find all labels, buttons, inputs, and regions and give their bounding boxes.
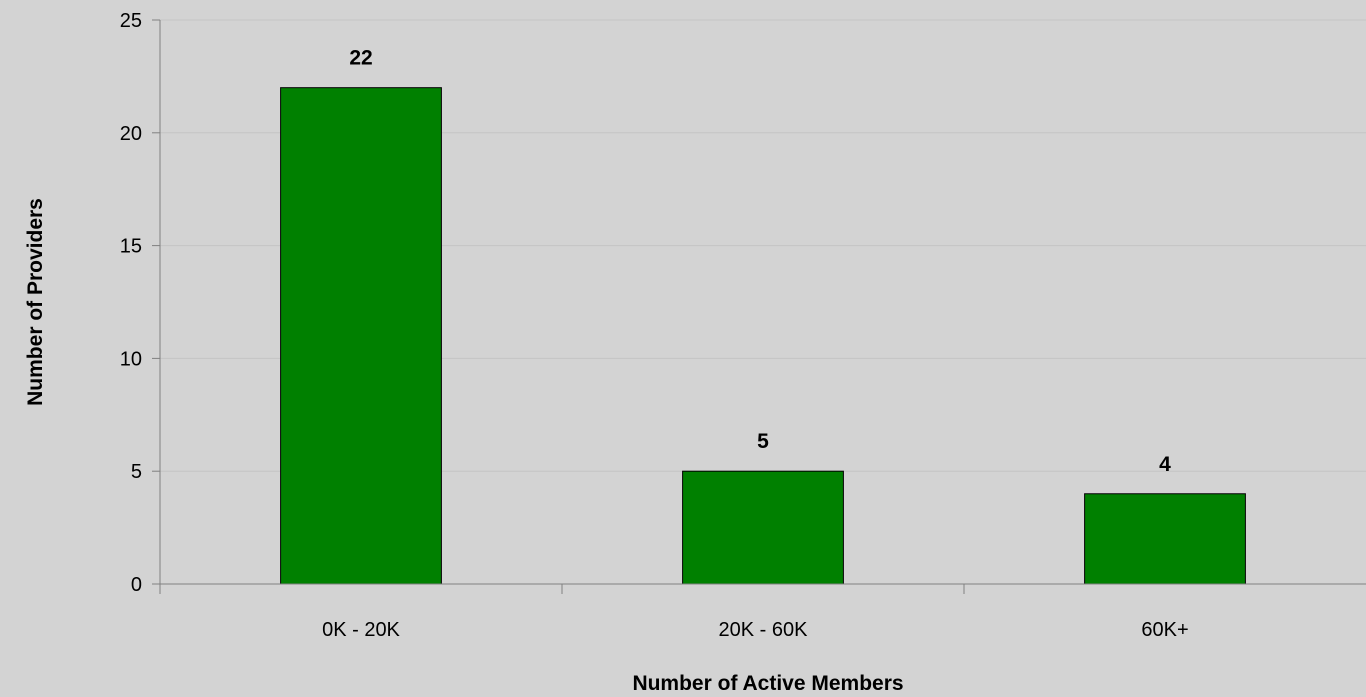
x-tick-label-1: 0K - 20K <box>322 619 400 641</box>
y-tick-label-5: 5 <box>131 461 142 483</box>
bars <box>280 87 1246 585</box>
data-label-2: 5 <box>757 430 769 453</box>
bar-3 <box>1084 493 1246 585</box>
bar-1 <box>280 87 442 585</box>
y-tick-label-20: 20 <box>120 123 142 145</box>
y-axis-ticks: 0 5 10 15 20 25 <box>120 10 160 596</box>
y-tick-label-15: 15 <box>120 236 142 258</box>
x-tick-label-3: 60K+ <box>1141 619 1188 641</box>
y-tick-label-0: 0 <box>131 574 142 596</box>
x-tick-label-2: 20K - 60K <box>719 619 809 641</box>
data-label-1: 22 <box>349 47 372 70</box>
y-tick-label-25: 25 <box>120 10 142 32</box>
x-axis-title: Number of Active Members <box>632 672 903 695</box>
data-label-3: 4 <box>1159 453 1171 476</box>
y-tick-label-10: 10 <box>120 348 142 370</box>
x-axis-ticks: 0K - 20K 20K - 60K 60K+ <box>159 584 1189 641</box>
y-axis-title: Number of Providers <box>24 198 47 406</box>
data-labels: 22 5 4 <box>349 47 1171 476</box>
axes <box>159 20 1366 585</box>
bar-2 <box>682 470 844 585</box>
